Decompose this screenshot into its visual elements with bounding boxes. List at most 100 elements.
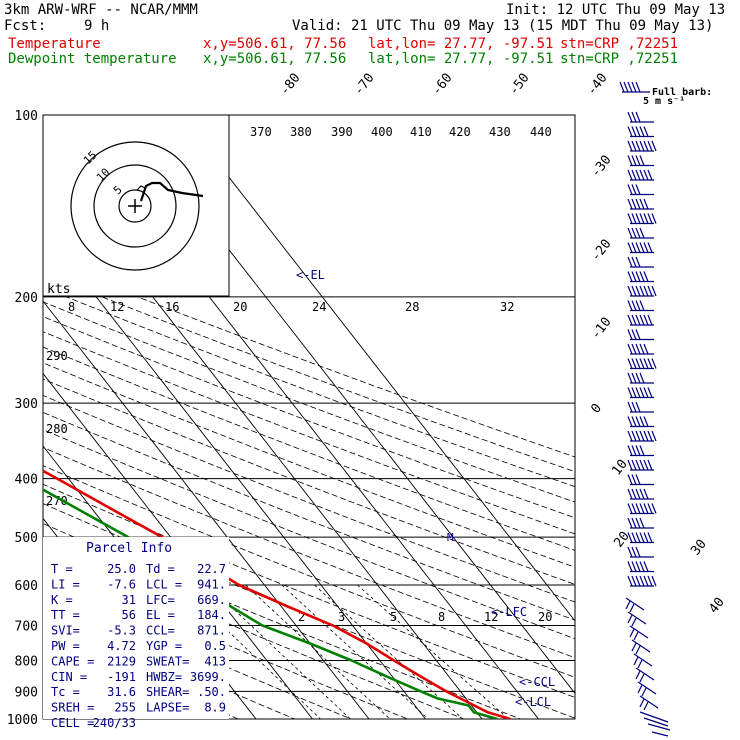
- valid-time: Valid: 21 UTC Thu 09 May 13 (15 MDT Thu …: [292, 18, 714, 34]
- dry-adiabat: [43, 446, 575, 659]
- isotherm-label: 0: [588, 401, 605, 416]
- hodograph-ring: [118, 189, 152, 223]
- dry-adiabat: [43, 362, 575, 568]
- parcel-param-value: -191: [107, 670, 136, 684]
- parcel-param-value: 25.0: [107, 562, 136, 576]
- parcel-param-label: CAPE =: [51, 654, 94, 668]
- barb-legend: Full barb: 5 m s⁻¹: [643, 87, 712, 107]
- theta-label: 280: [46, 422, 68, 436]
- isotherm: [43, 300, 370, 719]
- parcel-param-label: HWBZ=: [146, 670, 182, 684]
- pressure-tick-label: 300: [15, 397, 38, 412]
- pressure-tick-label: 1000: [7, 713, 38, 728]
- mixing-ratio-label: 20: [233, 300, 247, 314]
- wind-barb: [633, 653, 653, 669]
- parcel-param-value: -5.3: [107, 624, 136, 638]
- mixing-ratio-label: 20: [538, 610, 552, 624]
- mixing-ratio-label: 5: [390, 610, 397, 624]
- theta-label: 410: [410, 125, 432, 139]
- isotherm-label: -70: [351, 71, 377, 99]
- parcel-param-value: .50.: [197, 685, 226, 699]
- isotherm-label: -50: [506, 71, 532, 99]
- isotherm-label: -60: [429, 71, 455, 99]
- parcel-param-value: 3699.: [190, 670, 226, 684]
- wind-barb: [627, 387, 654, 399]
- hodograph: 15 10 5 kts: [42, 114, 230, 297]
- dewpoint-legend: Dewpoint temperature: [8, 51, 177, 67]
- dewpoint-station: stn=CRP ,72251: [560, 51, 679, 67]
- parcel-param-label: CIN =: [51, 670, 87, 684]
- pressure-tick-label: 800: [15, 654, 38, 669]
- parcel-param-value: 4.72: [107, 639, 136, 653]
- wind-barb: [627, 517, 654, 529]
- parcel-param-value: 8.9: [204, 701, 226, 715]
- level-marker-el: <-EL: [296, 268, 325, 282]
- isotherm-label: -10: [588, 315, 614, 343]
- dry-adiabat: [43, 316, 575, 519]
- parcel-param-label: LFC=: [146, 593, 175, 607]
- temperature-xy: x,y=506.61, 77.56: [203, 36, 347, 52]
- parcel-param-label: CELL =: [51, 716, 94, 730]
- parcel-param-value: 871.: [197, 624, 226, 638]
- wind-barb: [627, 314, 654, 326]
- model-title: 3km ARW-WRF -- NCAR/MMM: [4, 2, 198, 18]
- mixing-ratio-label: 24: [312, 300, 326, 314]
- wind-barb: [627, 126, 654, 138]
- parcel-param-value: 0.5: [204, 639, 226, 653]
- parcel-param-label: CCL=: [146, 624, 175, 638]
- theta-label: 270: [46, 494, 68, 508]
- parcel-param-label: K =: [51, 593, 73, 607]
- wind-barb: [627, 271, 654, 283]
- isotherm: [43, 227, 426, 719]
- wind-barb: [627, 140, 657, 152]
- mixing-ratio-label: 8: [68, 300, 75, 314]
- isotherm-label: 10: [609, 457, 630, 479]
- dry-adiabat: [43, 465, 575, 678]
- isotherm-label: 20: [611, 529, 632, 551]
- hodograph-ring: [70, 141, 200, 271]
- barb-legend-line1: Full barb:: [652, 87, 712, 98]
- level-marker-lfc: <-LFC: [491, 605, 527, 619]
- wind-barb: [627, 611, 647, 627]
- parcel-param-value: 413: [204, 654, 226, 668]
- wind-barb: [631, 639, 651, 655]
- parcel-param-label: T =: [51, 562, 73, 576]
- parcel-param-label: YGP =: [146, 639, 182, 653]
- temperature-legend: Temperature: [8, 36, 101, 52]
- pressure-tick-label: 500: [15, 531, 38, 546]
- wind-barb: [635, 667, 655, 683]
- parcel-info-title: Parcel Info: [86, 541, 172, 556]
- wind-barb: [627, 169, 654, 181]
- wind-barb: [627, 416, 654, 428]
- wind-barb: [627, 459, 654, 471]
- pressure-tick-label: 600: [15, 579, 38, 594]
- theta-label: 430: [489, 125, 511, 139]
- wind-barb: [639, 695, 659, 711]
- theta-label: 420: [449, 125, 471, 139]
- mixing-ratio-label: 32: [500, 300, 514, 314]
- parcel-info-box: Parcel Info T = 25.0 Td = 22.7 LI = -7.6 LCL =…: [43, 537, 229, 730]
- parcel-param-value: 184.: [197, 608, 226, 622]
- parcel-param-value: 31: [122, 593, 136, 607]
- dry-adiabat: [43, 543, 465, 719]
- wind-barb: [627, 329, 654, 341]
- wind-barb: [627, 184, 654, 196]
- wind-barb: [637, 681, 657, 697]
- temperature-station: stn=CRP ,72251: [560, 36, 679, 52]
- theta-label: 370: [250, 125, 272, 139]
- dry-adiabat: [43, 564, 408, 719]
- wind-barb: [627, 343, 654, 355]
- isotherm-label: 30: [688, 537, 709, 559]
- parcel-param-label: SVI=: [51, 624, 80, 638]
- wind-barb: [627, 488, 654, 500]
- dry-adiabat: [43, 331, 575, 535]
- mixing-ratio-label: 28: [405, 300, 419, 314]
- theta-label: 440: [530, 125, 552, 139]
- wind-barb: [627, 213, 657, 225]
- parcel-param-label: LCL =: [146, 577, 182, 591]
- wind-barb: [627, 561, 654, 573]
- mixing-ratio-line: [281, 584, 429, 719]
- wind-barb: [627, 430, 657, 442]
- theta-label: 290: [46, 349, 68, 363]
